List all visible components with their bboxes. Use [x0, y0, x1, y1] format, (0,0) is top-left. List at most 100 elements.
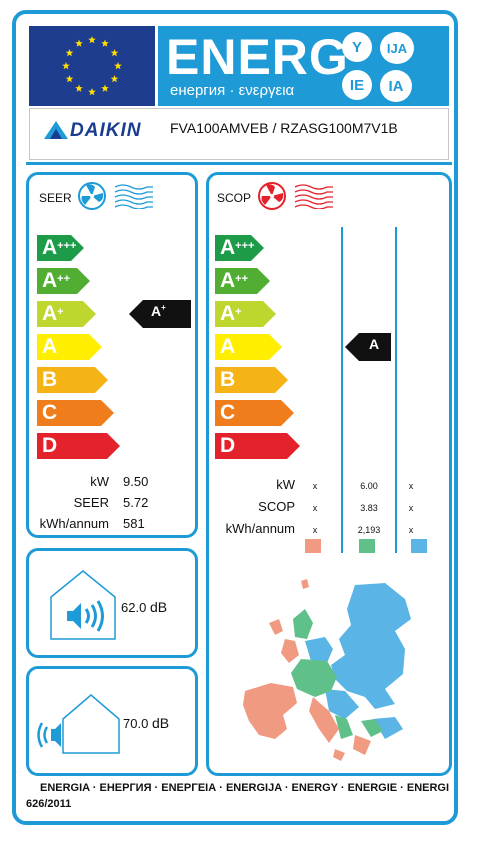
energy-word: ENERG [166, 29, 349, 85]
eu-star [110, 49, 119, 57]
colder-climate-swatch [411, 539, 427, 553]
label-frame [12, 10, 458, 825]
seer-class-arrow: A+++ [37, 235, 85, 261]
eu-star [65, 75, 74, 83]
cool-kw-value: 9.50 [123, 474, 149, 489]
colder-annual: x [408, 525, 414, 535]
eu-stars-icon [62, 36, 122, 96]
supplier-model-row: DAIKIN FVA100AMVEB / RZASG100M7V1B [29, 108, 449, 160]
cool-annual-label: kWh/annum [39, 516, 109, 531]
seer-class-label: A [42, 335, 58, 358]
eu-star [101, 39, 109, 47]
cool-kw-label: kW [90, 474, 109, 489]
energy-banner: ENERG енергия · ενεργεια Y IJA IE IA [158, 26, 449, 106]
seer-class-label: A+++ [42, 236, 77, 259]
average-kw: 6.00 [360, 481, 378, 491]
seer-class-label: A+ [42, 302, 64, 325]
seer-class-arrow: A+ [37, 301, 97, 327]
scop-class-arrow: A [215, 334, 283, 360]
europe-climate-map [243, 579, 411, 761]
scop-class-label: A+ [220, 302, 242, 325]
seer-class-label: B [42, 368, 58, 391]
indoor-noise-readout: 62.0 dB [121, 599, 167, 615]
scop-class-label: C [220, 401, 236, 424]
indoor-noise-panel: 62.0 dB [26, 548, 198, 658]
eu-flag [29, 26, 155, 106]
model-number: FVA100AMVEB / RZASG100M7V1B [170, 120, 398, 136]
seer-class-arrow: C [37, 400, 115, 426]
heat-annual-label: kWh/annum [225, 521, 295, 536]
seer-value: 5.72 [123, 495, 149, 510]
footer-languages: ENERGIA · ЕНЕРГИЯ · ΕΝΕΡΓΕΙΑ · ENERGIJA … [40, 782, 450, 794]
heating-fan-icon [258, 182, 286, 210]
scop-class-arrow: D [215, 433, 301, 459]
seer-class-label: C [42, 401, 58, 424]
eu-star [75, 39, 83, 47]
indoor-noise-unit: dB [149, 599, 168, 615]
outdoor-unit-speaker-icon [37, 694, 120, 754]
scop-class-arrow: A+ [215, 301, 277, 327]
eu-star [110, 75, 119, 83]
scop-label: SCOP [258, 499, 295, 514]
outdoor-noise-panel: 70.0 dB [26, 666, 198, 776]
outdoor-noise-readout: 70.0 dB [123, 715, 169, 731]
lang-badge-ia: IA [380, 70, 412, 102]
scop-class-label: A++ [220, 269, 249, 292]
lang-badge-ie: IE [342, 70, 372, 100]
eu-star [88, 88, 96, 96]
scop-rating-text: A [369, 336, 380, 352]
scop-class-arrow: A++ [215, 268, 271, 294]
average-annual: 2,193 [357, 525, 381, 535]
seer-class-arrow: A [37, 334, 103, 360]
warmer-scop: x [312, 503, 318, 513]
eu-star [101, 84, 109, 92]
scop-class-label: A+++ [220, 236, 255, 259]
eu-star [114, 62, 122, 70]
daikin-logo: DAIKIN [40, 118, 164, 142]
scop-class-arrow: B [215, 367, 289, 393]
daikin-triangle-icon [44, 121, 68, 139]
heating-panel: SCOP A+++ A++ A+ A B C D A kW SCOP kWh/annum x… [206, 172, 452, 776]
scop-class-label: A [220, 335, 236, 358]
eu-star [65, 49, 74, 57]
scop-class-arrow: C [215, 400, 295, 426]
divider [26, 162, 452, 165]
seer-class-label: D [42, 434, 58, 457]
energy-subtitle: енергия · ενεργεια [170, 82, 295, 99]
seer-rating-text: A+ [151, 303, 166, 319]
indoor-noise-value: 62.0 [121, 600, 147, 615]
warm-air-waves-icon [294, 184, 333, 209]
warmer-climate-swatch [305, 539, 321, 553]
scop-rating-indicator: A [345, 333, 391, 361]
seer-class-arrow: D [37, 433, 121, 459]
cooling-panel: SEER A+++ A++ A+ A B C D A+ kW 9.50 SEER 5.72 … [26, 172, 198, 538]
scop-title: SCOP [217, 191, 252, 205]
warmer-kw: x [312, 481, 318, 491]
cooling-fan-icon [78, 182, 106, 210]
warmer-annual: x [312, 525, 318, 535]
footer-regulation: 626/2011 [26, 798, 72, 810]
cool-annual-value: 581 [123, 516, 145, 531]
outdoor-noise-unit: dB [151, 715, 170, 731]
seer-label: SEER [73, 495, 109, 510]
lang-badge-ija: IJA [380, 32, 414, 64]
outdoor-noise-value: 70.0 [123, 716, 149, 731]
seer-rating-indicator: A+ [129, 300, 191, 328]
eu-star [75, 84, 83, 92]
lang-badge-y: Y [342, 32, 372, 62]
column-divider-average [341, 227, 343, 553]
colder-kw: x [408, 481, 414, 491]
header: ENERG енергия · ενεργεια Y IJA IE IA [29, 26, 449, 106]
eu-star [88, 36, 96, 44]
heat-kw-label: kW [276, 477, 295, 492]
seer-class-arrow: B [37, 367, 109, 393]
scop-class-label: D [220, 434, 236, 457]
seer-class-label: A++ [42, 269, 71, 292]
eu-star [62, 62, 70, 70]
indoor-unit-speaker-icon [50, 570, 116, 640]
colder-scop: x [408, 503, 414, 513]
brand-name: DAIKIN [70, 120, 142, 141]
column-divider-colder [395, 227, 397, 553]
scop-class-label: B [220, 368, 236, 391]
seer-title: SEER [39, 191, 72, 205]
